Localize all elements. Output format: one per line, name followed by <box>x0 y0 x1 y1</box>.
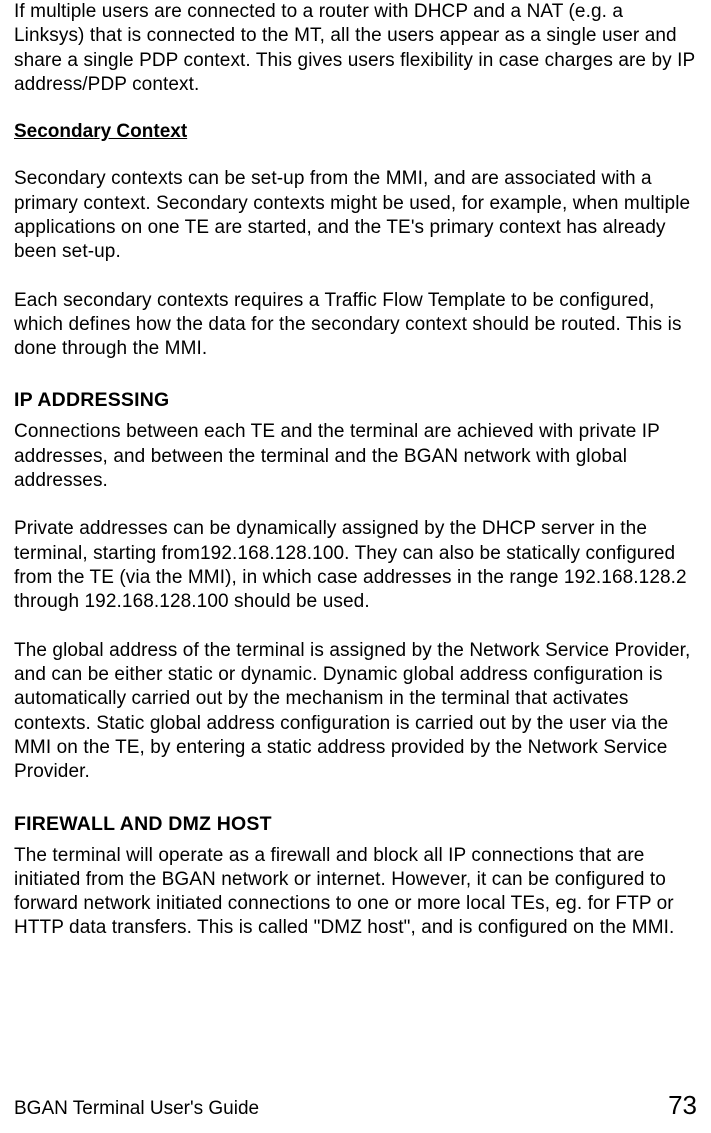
footer-title: BGAN Terminal User's Guide <box>14 1098 259 1120</box>
heading-rest: OST <box>231 813 272 835</box>
page-footer: BGAN Terminal User's Guide 73 <box>14 1090 697 1121</box>
heading-rest: DDRESSING <box>52 389 170 411</box>
heading-lead: DMZ H <box>168 813 231 835</box>
heading-lead: IP A <box>14 389 52 411</box>
heading-secondary-context: Secondary Context <box>14 121 697 143</box>
heading-ip-addressing: IP ADDRESSING <box>14 389 697 412</box>
heading-firewall-dmz: FIREWALL AND DMZ HOST <box>14 813 697 836</box>
paragraph: The terminal will operate as a firewall … <box>14 844 697 941</box>
paragraph: Each secondary contexts requires a Traff… <box>14 289 697 362</box>
page-number: 73 <box>668 1090 697 1121</box>
heading-lead: F <box>14 813 26 835</box>
document-page: If multiple users are connected to a rou… <box>0 0 711 1133</box>
paragraph: If multiple users are connected to a rou… <box>14 0 697 97</box>
heading-rest: IREWALL AND <box>26 813 168 835</box>
paragraph: Private addresses can be dynamically ass… <box>14 517 697 614</box>
paragraph: The global address of the terminal is as… <box>14 639 697 785</box>
paragraph: Connections between each TE and the term… <box>14 420 697 493</box>
paragraph: Secondary contexts can be set-up from th… <box>14 167 697 264</box>
